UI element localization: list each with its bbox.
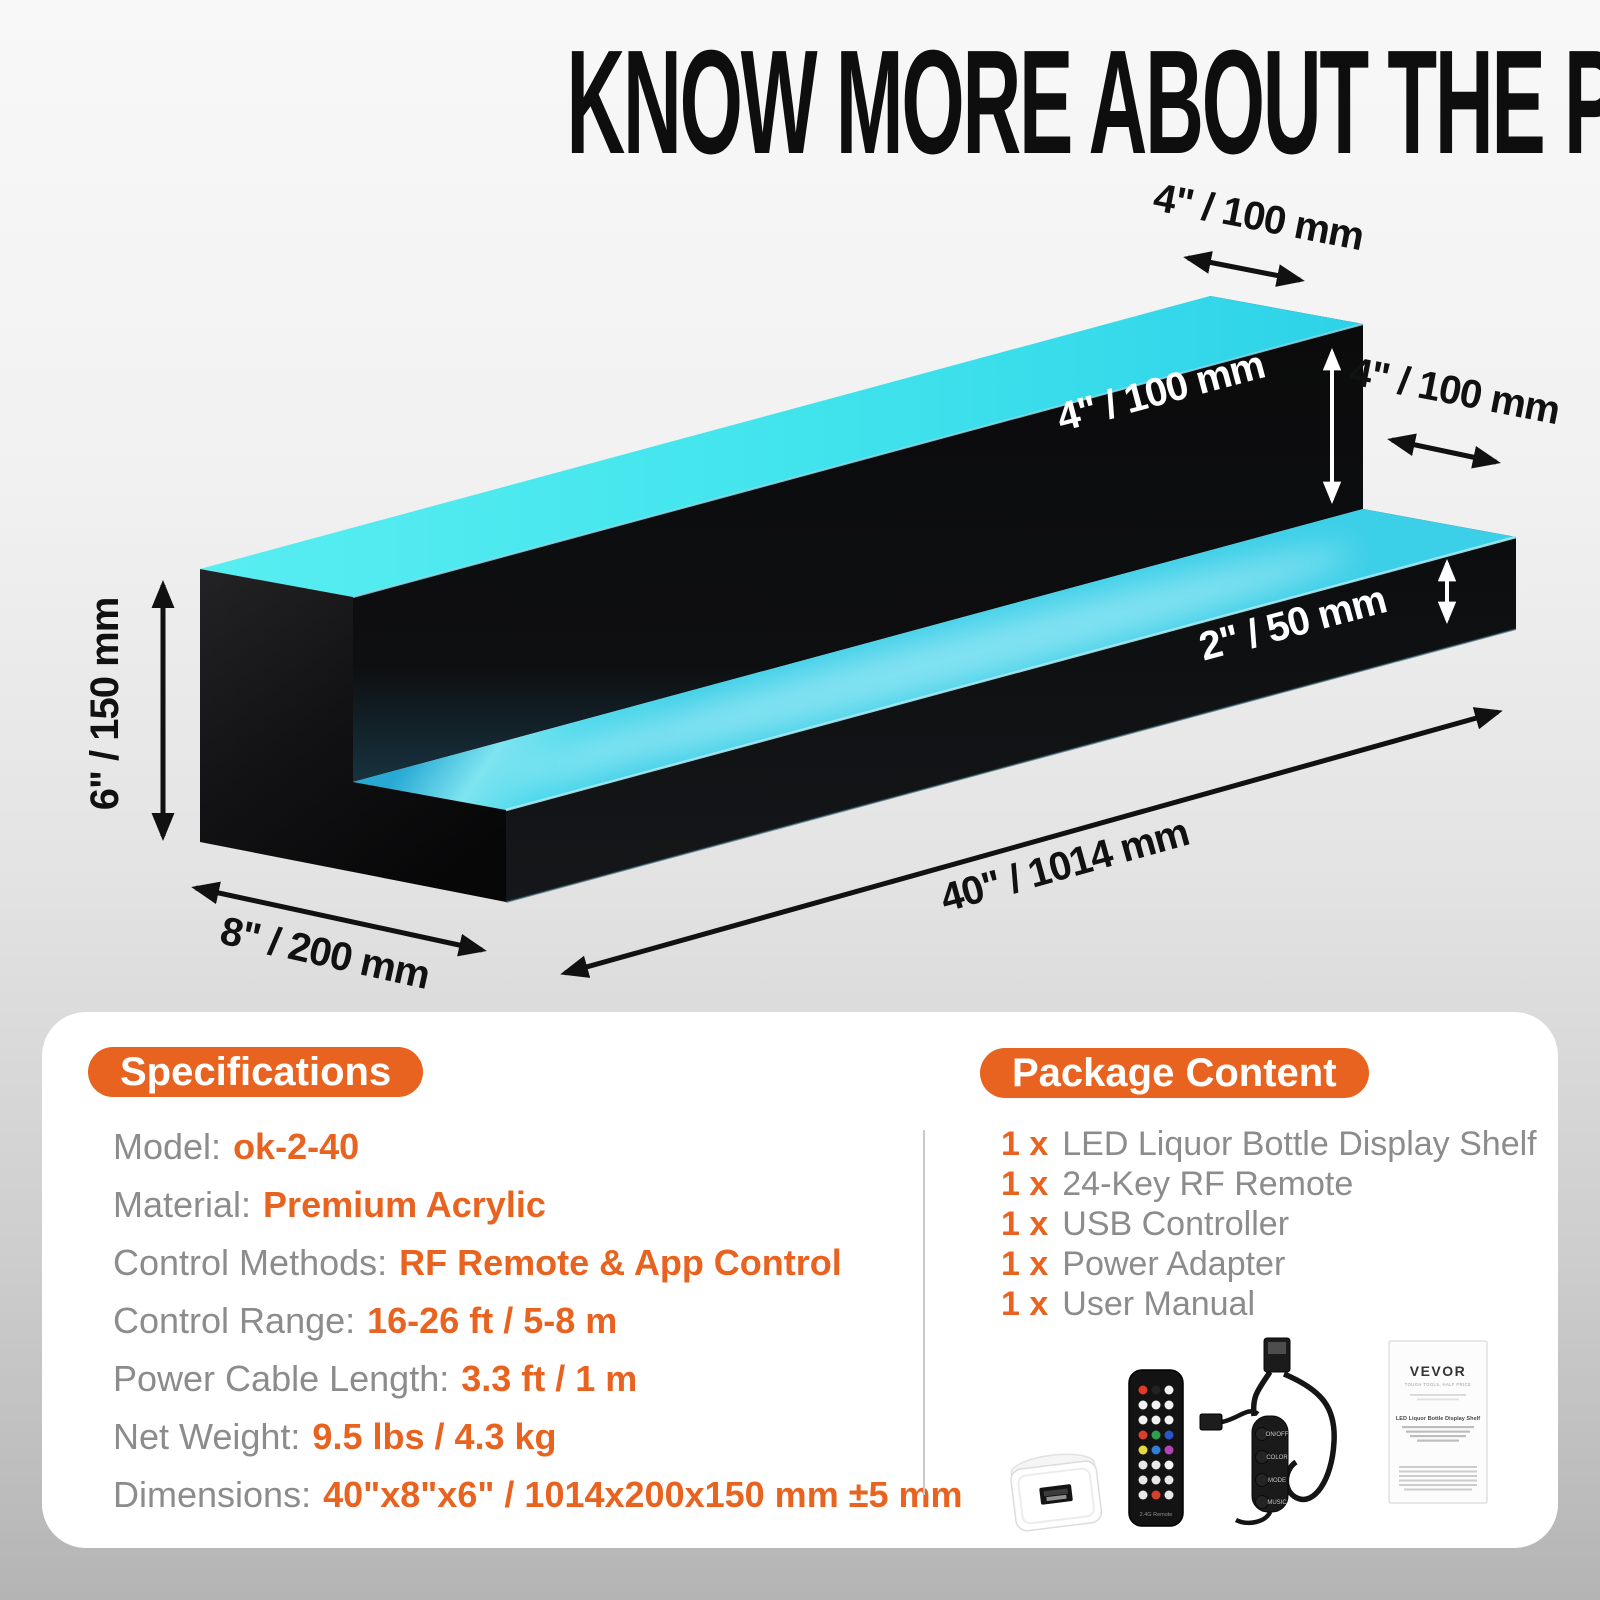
spec-row-net-weight: Net Weight: 9.5 lbs / 4.3 kg	[113, 1408, 963, 1466]
package-item-power-adapter: 1 x Power Adapter	[1001, 1244, 1537, 1284]
item-name: USB Controller	[1062, 1204, 1290, 1243]
column-divider	[923, 1130, 925, 1495]
package-item-shelf: 1 x LED Liquor Bottle Display Shelf	[1001, 1124, 1537, 1164]
package-content-badge: Package Content	[980, 1048, 1369, 1098]
package-item-remote: 1 x 24-Key RF Remote	[1001, 1164, 1537, 1204]
product-diagram: 4" / 100 mm 4" / 100 mm 4" / 100 mm 2" /…	[83, 175, 1563, 998]
rf-remote-image: 2.4G Remote	[1128, 1369, 1184, 1527]
spec-row-power-cable: Power Cable Length: 3.3 ft / 1 m	[113, 1350, 963, 1408]
dim-label-length: 40" / 1014 mm	[936, 810, 1194, 921]
spec-row-model: Model: ok-2-40	[113, 1118, 963, 1176]
manual-paragraph-lines	[1399, 1466, 1477, 1491]
info-card: Specifications Model: ok-2-40 Material: …	[42, 1012, 1558, 1548]
item-name: 24-Key RF Remote	[1062, 1164, 1354, 1203]
spec-row-control-methods: Control Methods: RF Remote & App Control	[113, 1234, 963, 1292]
remote-label: 2.4G Remote	[1140, 1512, 1173, 1518]
spec-value: 9.5 lbs / 4.3 kg	[312, 1416, 557, 1457]
spec-label: Model:	[113, 1126, 222, 1167]
package-item-user-manual: 1 x User Manual	[1001, 1284, 1537, 1324]
package-content-heading: Package Content	[1012, 1050, 1337, 1095]
manual-title: LED Liquor Bottle Display Shelf	[1396, 1416, 1480, 1422]
item-name: Power Adapter	[1062, 1244, 1286, 1283]
dim-label-total-depth: 8" / 200 mm	[216, 909, 433, 998]
item-name: LED Liquor Bottle Display Shelf	[1062, 1124, 1537, 1163]
manual-brand: VEVOR	[1410, 1363, 1467, 1379]
spec-value: RF Remote & App Control	[399, 1242, 842, 1283]
usb-controller-image: ON/OFF COLOR MODE MUSIC	[1199, 1337, 1337, 1525]
dim-label-top-depth: 4" / 100 mm	[1150, 175, 1367, 259]
title-area: KNOW MORE ABOUT THE PRODUCT	[0, 28, 1600, 178]
spec-label: Dimensions:	[113, 1474, 312, 1515]
shelf-back-top-led-surface	[200, 296, 1363, 597]
dim-label-step-depth: 4" / 100 mm	[1346, 349, 1563, 433]
spec-value: ok-2-40	[233, 1126, 360, 1167]
power-adapter-image	[1010, 1453, 1103, 1532]
arrow-length	[560, 707, 1503, 978]
spec-label: Control Methods:	[113, 1242, 388, 1283]
package-item-usb-controller: 1 x USB Controller	[1001, 1204, 1537, 1244]
item-name: User Manual	[1062, 1284, 1256, 1323]
inline-control-module: ON/OFF COLOR MODE MUSIC	[1251, 1415, 1289, 1513]
controller-button-mode: MODE	[1268, 1478, 1286, 1484]
shelf-back-front-face	[353, 324, 1363, 782]
package-content-list: 1 x LED Liquor Bottle Display Shelf 1 x …	[1001, 1124, 1537, 1324]
shelf-left-end-face	[200, 569, 506, 902]
acrylic-edge-highlight-back	[352, 323, 1364, 598]
item-quantity: 1 x	[1001, 1164, 1049, 1203]
spec-row-dimensions: Dimensions: 40"x8"x6" / 1014x200x150 mm …	[113, 1466, 963, 1524]
manual-tagline: TOUGH TOOLS, HALF PRICE	[1405, 1382, 1471, 1387]
spec-value: Premium Acrylic	[263, 1184, 546, 1225]
spec-label: Material:	[113, 1184, 252, 1225]
item-quantity: 1 x	[1001, 1244, 1049, 1283]
manual-model-lines	[1402, 1426, 1474, 1442]
specifications-list: Model: ok-2-40 Material: Premium Acrylic…	[113, 1118, 963, 1524]
specifications-badge: Specifications	[88, 1047, 424, 1097]
controller-button-color: COLOR	[1266, 1455, 1288, 1461]
spec-value: 3.3 ft / 1 m	[461, 1358, 638, 1399]
item-quantity: 1 x	[1001, 1204, 1049, 1243]
specifications-heading: Specifications	[120, 1049, 392, 1094]
spec-value: 40"x8"x6" / 1014x200x150 mm ±5 mm	[323, 1474, 963, 1515]
spec-label: Net Weight:	[113, 1416, 301, 1457]
spec-label: Control Range:	[113, 1300, 356, 1341]
controller-button-onoff: ON/OFF	[1266, 1432, 1289, 1438]
arrow-step-depth	[1387, 433, 1501, 469]
spec-row-material: Material: Premium Acrylic	[113, 1176, 963, 1234]
dim-label-total-height: 6" / 150 mm	[83, 598, 127, 811]
pin-connector	[1199, 1413, 1223, 1431]
spec-row-control-range: Control Range: 16-26 ft / 5-8 m	[113, 1292, 963, 1350]
spec-value: 16-26 ft / 5-8 m	[367, 1300, 618, 1341]
user-manual-image: VEVOR TOUGH TOOLS, HALF PRICE LED Liquor…	[1388, 1340, 1488, 1504]
page-title: KNOW MORE ABOUT THE PRODUCT	[566, 20, 1600, 185]
spec-label: Power Cable Length:	[113, 1358, 450, 1399]
remote-buttons	[1138, 1385, 1174, 1500]
arrow-top-depth	[1183, 251, 1305, 287]
arrow-total-depth	[191, 881, 487, 957]
item-quantity: 1 x	[1001, 1124, 1049, 1163]
item-quantity: 1 x	[1001, 1284, 1049, 1323]
controller-button-music: MUSIC	[1267, 1500, 1287, 1506]
